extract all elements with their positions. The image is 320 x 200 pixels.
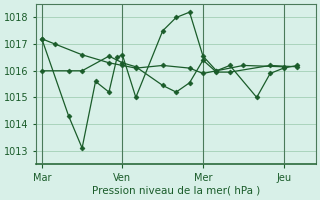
X-axis label: Pression niveau de la mer( hPa ): Pression niveau de la mer( hPa )	[92, 186, 260, 196]
